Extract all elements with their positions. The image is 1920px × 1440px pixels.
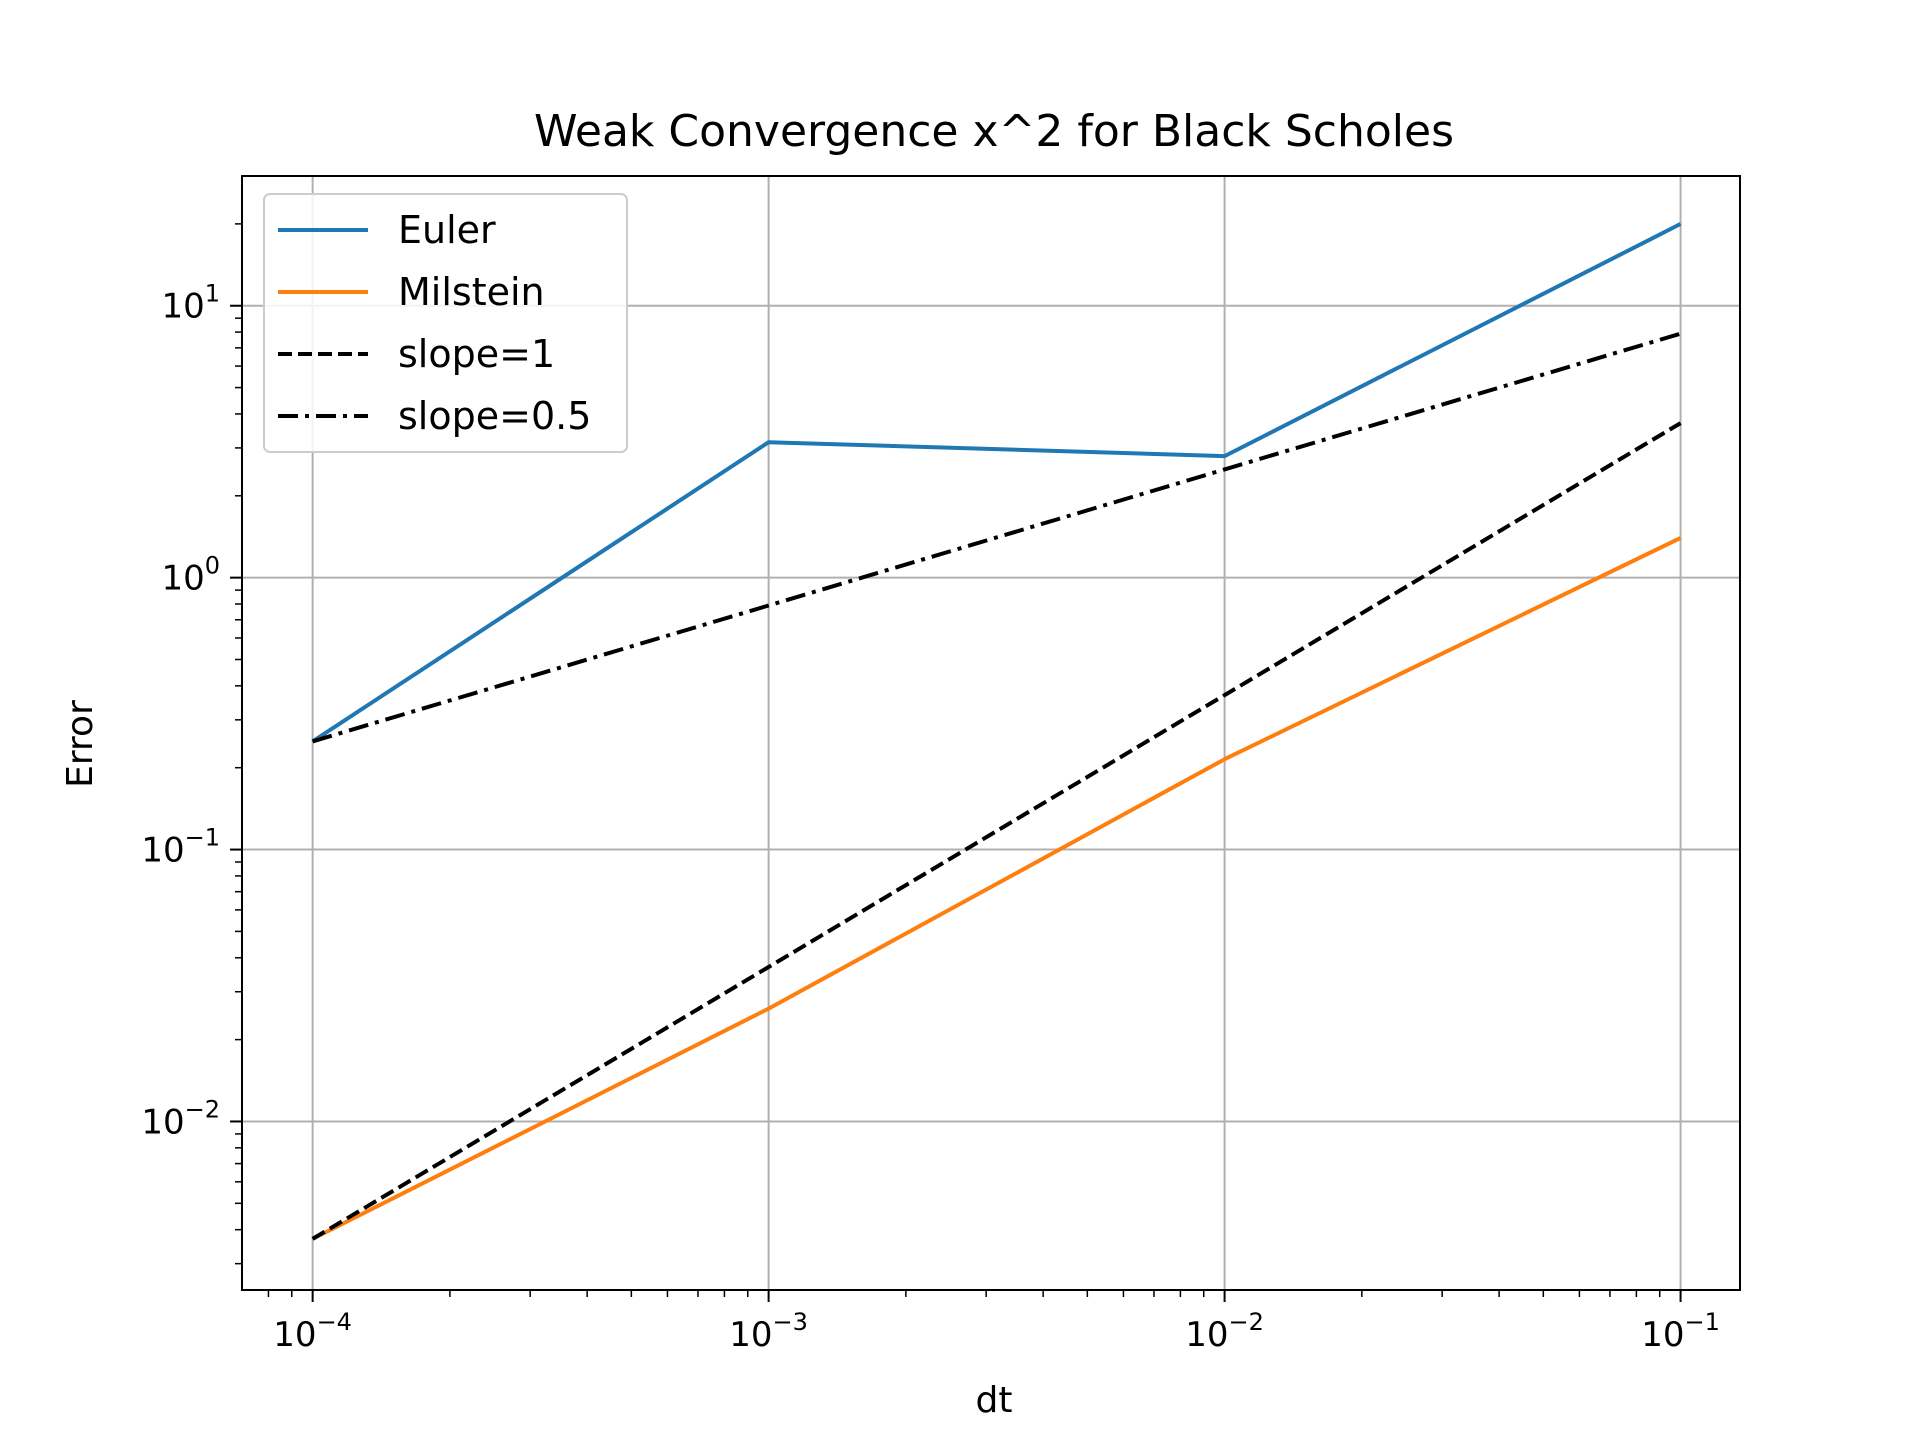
- series-line-milstein: [311, 536, 1682, 1241]
- legend-box: [263, 193, 628, 453]
- x-tick-label: 10−4: [273, 1308, 352, 1355]
- legend-label-slope-0-5: slope=0.5: [398, 394, 591, 438]
- y-tick-label: 10−1: [141, 824, 220, 871]
- legend-label-milstein: Milstein: [398, 270, 545, 314]
- series-lines: [311, 222, 1682, 1241]
- legend-label-euler: Euler: [398, 208, 496, 252]
- series-line-slope-1: [311, 421, 1682, 1241]
- x-axis-label: dt: [976, 1380, 1013, 1421]
- x-tick-label: 10−3: [729, 1308, 808, 1355]
- series-line-euler: [311, 222, 1682, 744]
- series-line-slope-0-5: [312, 331, 1682, 744]
- legend-label-slope-1: slope=1: [398, 332, 555, 376]
- y-tick-label: 101: [161, 280, 220, 327]
- axis-ticks: 10−4 10−3 10−2 10−1 10−2 10−1 100 101: [141, 223, 1720, 1355]
- y-tick-label: 100: [161, 552, 220, 599]
- x-tick-label: 10−1: [1641, 1308, 1720, 1355]
- plot-frame: [241, 175, 1741, 1291]
- chart-title: Weak Convergence x^2 for Black Scholes: [534, 106, 1454, 157]
- legend: Euler Milstein slope=1 slope=0.5: [263, 193, 628, 453]
- y-axis-label: Error: [60, 700, 101, 788]
- y-tick-label: 10−2: [141, 1095, 220, 1142]
- x-tick-label: 10−2: [1185, 1308, 1264, 1355]
